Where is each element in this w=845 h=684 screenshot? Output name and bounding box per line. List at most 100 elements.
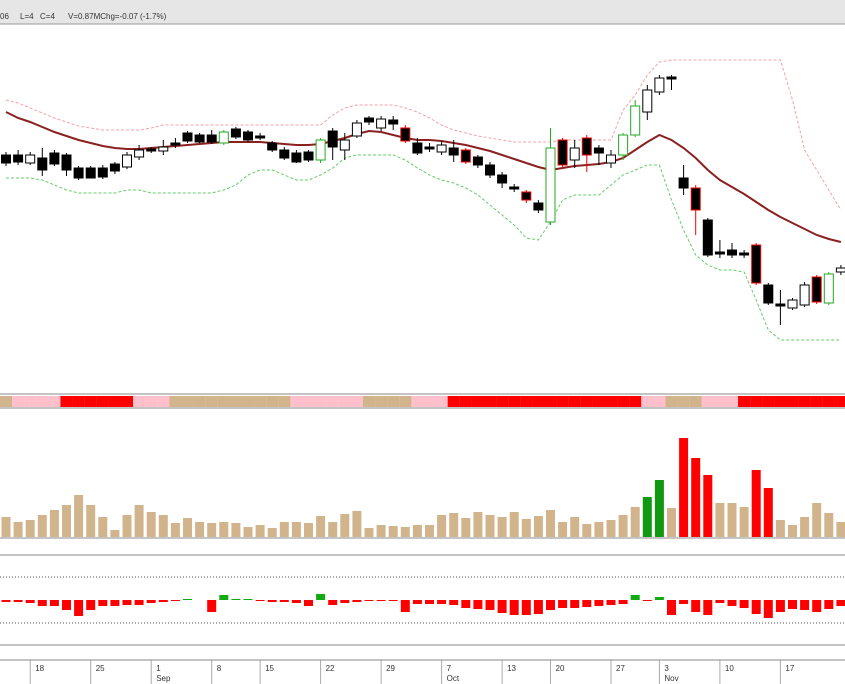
- candle-body: [436, 144, 447, 153]
- x-tick-label: 13: [507, 664, 516, 673]
- candle-body: [267, 142, 278, 151]
- volume-bar: [461, 518, 471, 537]
- candle-body: [775, 303, 786, 307]
- candle-body: [255, 135, 266, 139]
- regime-cell: [568, 396, 581, 407]
- volume-bar: [800, 517, 810, 537]
- volume-bar: [739, 507, 749, 537]
- oscillator-bar: [267, 600, 277, 602]
- volume-bar: [340, 514, 350, 537]
- oscillator-bar: [170, 600, 180, 601]
- volume-bar: [195, 522, 205, 537]
- candle-body: [364, 117, 374, 123]
- candle-body: [85, 167, 96, 179]
- candle-body: [654, 77, 665, 93]
- candle-body: [109, 163, 120, 172]
- candle-body: [412, 142, 423, 154]
- volume-bar: [243, 527, 253, 537]
- regime-cell: [750, 396, 763, 407]
- candle-body: [751, 244, 762, 284]
- candle-body: [230, 128, 241, 138]
- candle-body: [533, 202, 544, 211]
- volume-bar: [763, 488, 773, 537]
- volume-bar: [703, 475, 713, 537]
- regime-cell: [193, 396, 206, 407]
- volume-bar: [388, 526, 398, 537]
- regime-cell: [169, 396, 182, 407]
- oscillator-bar: [582, 600, 592, 607]
- regime-cell: [181, 396, 194, 407]
- volume-bar: [13, 522, 23, 537]
- volume-bar: [304, 523, 313, 537]
- candle-body: [25, 154, 36, 164]
- lower-band: [6, 154, 841, 341]
- x-tick-label: 18: [35, 664, 44, 673]
- oscillator-bar: [328, 600, 338, 605]
- candle-body: [690, 187, 701, 211]
- oscillator-bar: [86, 600, 96, 610]
- oscillator-bar: [122, 600, 132, 605]
- volume-bar: [449, 513, 459, 537]
- regime-cell: [12, 396, 25, 407]
- candle-body: [727, 249, 737, 256]
- oscillator-bar: [473, 600, 483, 609]
- oscillator-bar: [679, 600, 689, 604]
- oscillator-bar: [606, 600, 616, 605]
- x-month-label: Oct: [447, 674, 460, 683]
- candle-body: [618, 134, 629, 156]
- candle-body: [376, 118, 387, 129]
- regime-cell: [241, 396, 255, 407]
- volume-bar: [679, 438, 689, 537]
- regime-cell: [641, 396, 654, 407]
- oscillator-bar: [788, 600, 797, 609]
- moving-average: [5, 111, 842, 243]
- volume-bar: [642, 497, 652, 537]
- oscillator-bar: [340, 600, 350, 603]
- oscillator-bar: [49, 600, 59, 606]
- candle-body: [291, 152, 302, 163]
- volume-bar: [691, 458, 701, 537]
- candle-body: [97, 167, 108, 178]
- volume-bar: [788, 525, 797, 537]
- oscillator-bar: [751, 600, 761, 614]
- regime-cell: [580, 396, 593, 407]
- x-tick-label: 29: [386, 664, 395, 673]
- oscillator-bar: [497, 600, 507, 613]
- volume-bar: [715, 503, 725, 537]
- status-item: 06: [0, 12, 9, 21]
- volume-bar: [437, 515, 447, 537]
- regime-cell: [701, 396, 714, 407]
- status-item: V=0.87MChg=-0.07 (-1.7%): [68, 12, 167, 21]
- volume-bar: [328, 522, 338, 537]
- volume-bar: [62, 505, 71, 537]
- oscillator-bar: [836, 600, 845, 606]
- volume-bar: [25, 520, 35, 537]
- volume-bar: [473, 512, 483, 537]
- candle-body: [327, 130, 338, 148]
- oscillator-bar: [654, 597, 664, 600]
- volume-bar: [521, 519, 531, 537]
- regime-cell: [689, 396, 702, 407]
- oscillator-bar: [207, 600, 217, 612]
- oscillator-bar: [134, 600, 144, 605]
- volume-bar: [376, 525, 386, 537]
- oscillator-bar: [618, 600, 628, 604]
- regime-cell: [338, 396, 351, 407]
- regime-cell: [278, 396, 291, 407]
- volume-bar: [751, 470, 761, 537]
- regime-cell: [459, 396, 472, 407]
- regime-cell: [96, 396, 109, 407]
- volume-bar: [618, 515, 628, 537]
- regime-cell: [653, 396, 666, 407]
- candle-body: [243, 131, 253, 141]
- oscillator-bar: [739, 600, 749, 608]
- x-tick-label: 15: [265, 664, 274, 673]
- oscillator-bar: [461, 600, 471, 608]
- regime-cell: [508, 396, 521, 407]
- volume-bar: [654, 480, 664, 537]
- volume-bar: [425, 525, 434, 537]
- volume-bar: [49, 510, 59, 537]
- volume-bar: [1, 517, 11, 537]
- regime-cell: [375, 396, 388, 407]
